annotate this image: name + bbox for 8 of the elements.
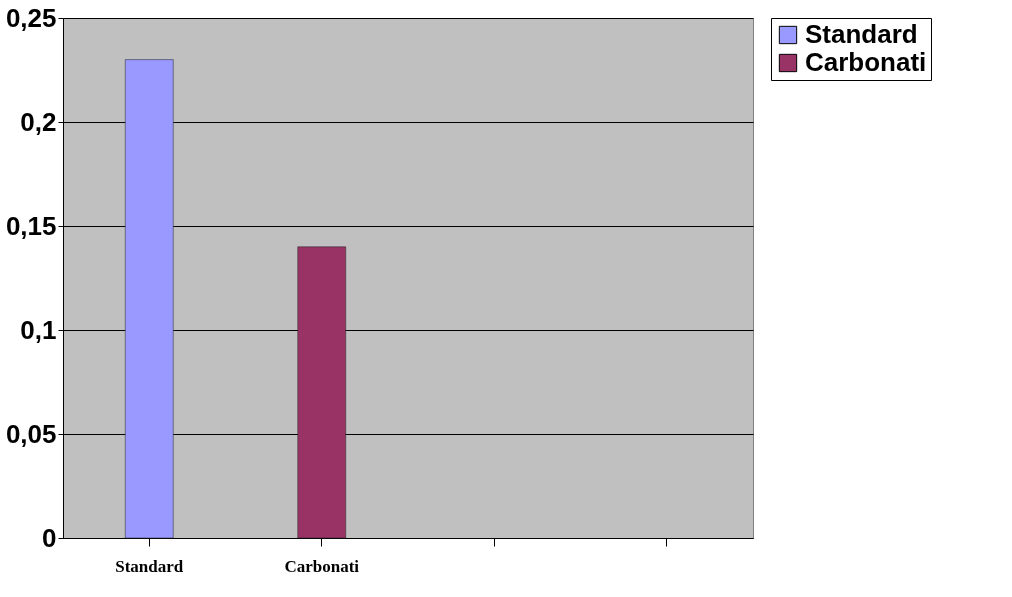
y-tick-label: 0,15 [5, 210, 57, 241]
y-tick-label: 0,2 [20, 106, 57, 137]
legend-label: Standard [805, 19, 918, 49]
y-tick-label: 0,05 [5, 418, 57, 449]
y-tick-label: 0 [42, 522, 57, 553]
y-tick-label: 0,1 [20, 314, 57, 345]
y-tick-label: 0,25 [5, 2, 57, 33]
legend-label: Carbonati [805, 47, 927, 77]
